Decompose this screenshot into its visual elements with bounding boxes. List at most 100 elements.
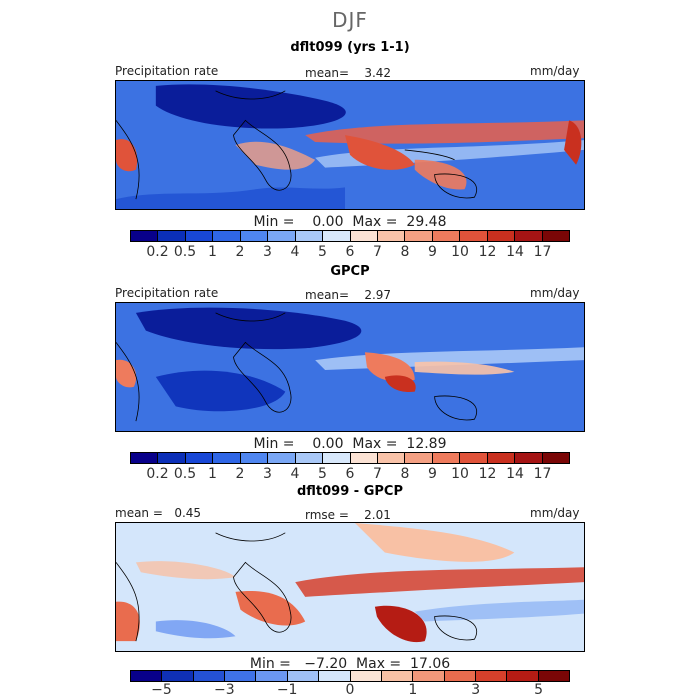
colorbar-swatch xyxy=(323,453,351,463)
panel-3-colorbar-labels: −5 −3 −1 0 1 3 5 xyxy=(130,682,570,700)
panel-2-units: mm/day xyxy=(530,286,580,300)
colorbar-swatch xyxy=(323,231,351,241)
colorbar-tick-label: 0.5 xyxy=(173,244,197,260)
panel-3-title: dflt099 - GPCP xyxy=(296,484,403,499)
colorbar-swatch xyxy=(185,231,214,241)
colorbar-swatch xyxy=(185,453,214,463)
panel-3-map xyxy=(115,522,585,652)
colorbar-tick-label: 2 xyxy=(235,466,245,482)
colorbar-tick-label: 6 xyxy=(345,244,355,260)
colorbar-tick-label: −3 xyxy=(213,682,235,698)
colorbar-tick-label: 1 xyxy=(208,466,217,482)
colorbar-tick-label: 17 xyxy=(533,244,552,260)
panel-1-units: mm/day xyxy=(530,64,580,78)
panel-3-colorbar xyxy=(130,670,570,682)
colorbar-swatch xyxy=(350,453,378,463)
difference-field xyxy=(116,523,584,651)
colorbar-swatch xyxy=(295,231,324,241)
colorbar-tick-label: −1 xyxy=(276,682,298,698)
panel-1-map xyxy=(115,80,585,210)
colorbar-swatch xyxy=(475,671,508,681)
panel-2-title: GPCP xyxy=(330,264,370,279)
panel-2-colorbar-labels: 0.2 0.5 1 2 3 4 5 6 7 8 9 10 12 14 17 xyxy=(130,466,570,484)
colorbar-tick-label: 4 xyxy=(290,244,300,260)
panel-2-map xyxy=(115,302,585,432)
colorbar-swatch xyxy=(515,453,543,463)
colorbar-swatch xyxy=(193,671,226,681)
panel-2-colorbar xyxy=(130,452,570,464)
colorbar-swatch xyxy=(319,671,351,681)
colorbar-tick-label: 10 xyxy=(451,466,469,482)
colorbar-tick-label: 8 xyxy=(400,466,410,482)
colorbar-tick-label: 0.2 xyxy=(146,466,169,482)
colorbar-swatch xyxy=(460,231,488,241)
colorbar-tick-label: 0.2 xyxy=(146,244,169,260)
colorbar-swatch xyxy=(542,231,569,241)
colorbar-tick-label: 5 xyxy=(534,682,544,698)
panel-1-title: dflt099 (yrs 1-1) xyxy=(290,40,410,55)
colorbar-tick-label: 14 xyxy=(506,244,524,260)
colorbar-tick-label: 5 xyxy=(318,466,327,482)
colorbar-swatch xyxy=(240,231,269,241)
colorbar-swatch xyxy=(542,453,569,463)
colorbar-swatch xyxy=(507,671,539,681)
panel-1-mean: mean= 3.42 xyxy=(305,66,392,80)
colorbar-swatch xyxy=(295,453,324,463)
panel-2-min-max: Min = 0.00 Max = 12.89 xyxy=(253,436,447,452)
colorbar-swatch xyxy=(287,671,320,681)
panel-1-variable-label: Precipitation rate xyxy=(115,64,219,78)
colorbar-swatch xyxy=(377,231,406,241)
colorbar-swatch xyxy=(350,671,382,681)
colorbar-swatch xyxy=(213,453,241,463)
colorbar-tick-label: 7 xyxy=(373,244,382,260)
gpcp-precip-field xyxy=(116,303,584,431)
panel-3-mean: mean = 0.45 xyxy=(115,506,202,520)
colorbar-swatch xyxy=(158,231,186,241)
colorbar-swatch xyxy=(538,671,570,681)
season-title: DJF xyxy=(332,8,368,32)
colorbar-tick-label: 0.5 xyxy=(173,466,197,482)
colorbar-swatch xyxy=(131,231,159,241)
panel-3-units: mm/day xyxy=(530,506,580,520)
colorbar-tick-label: 12 xyxy=(478,244,497,260)
colorbar-swatch xyxy=(405,453,433,463)
colorbar-swatch xyxy=(131,671,163,681)
colorbar-swatch xyxy=(268,231,296,241)
colorbar-swatch xyxy=(515,231,543,241)
colorbar-swatch xyxy=(381,671,414,681)
colorbar-swatch xyxy=(432,231,461,241)
colorbar-tick-label: 9 xyxy=(428,466,437,482)
colorbar-tick-label: 6 xyxy=(345,466,355,482)
colorbar-tick-label: 1 xyxy=(208,244,217,260)
colorbar-swatch xyxy=(350,231,378,241)
colorbar-swatch xyxy=(444,671,476,681)
colorbar-swatch xyxy=(460,453,488,463)
panel-3-rmse: rmse = 2.01 xyxy=(305,508,391,522)
colorbar-tick-label: 8 xyxy=(400,244,410,260)
colorbar-tick-label: 0 xyxy=(345,682,355,698)
panel-2-variable-label: Precipitation rate xyxy=(115,286,219,300)
colorbar-tick-label: 2 xyxy=(235,244,245,260)
panel-3-min-max: Min = −7.20 Max = 17.06 xyxy=(249,656,451,672)
colorbar-tick-label: 9 xyxy=(428,244,437,260)
colorbar-tick-label: 3 xyxy=(263,466,272,482)
colorbar-swatch xyxy=(487,231,516,241)
colorbar-tick-label: 7 xyxy=(373,466,382,482)
colorbar-swatch xyxy=(413,671,445,681)
colorbar-tick-label: 12 xyxy=(478,466,497,482)
colorbar-swatch xyxy=(225,671,257,681)
panel-1-colorbar xyxy=(130,230,570,242)
colorbar-tick-label: 5 xyxy=(318,244,327,260)
colorbar-swatch xyxy=(405,231,433,241)
colorbar-swatch xyxy=(268,453,296,463)
colorbar-swatch xyxy=(131,453,159,463)
colorbar-tick-label: 1 xyxy=(408,682,418,698)
colorbar-tick-label: 10 xyxy=(451,244,469,260)
panel-1-min-max: Min = 0.00 Max = 29.48 xyxy=(253,214,447,230)
colorbar-tick-label: 14 xyxy=(506,466,524,482)
panel-2-mean: mean= 2.97 xyxy=(305,288,392,302)
colorbar-swatch xyxy=(432,453,461,463)
colorbar-tick-label: 3 xyxy=(471,682,481,698)
colorbar-swatch xyxy=(240,453,269,463)
model-precip-field xyxy=(116,81,584,209)
